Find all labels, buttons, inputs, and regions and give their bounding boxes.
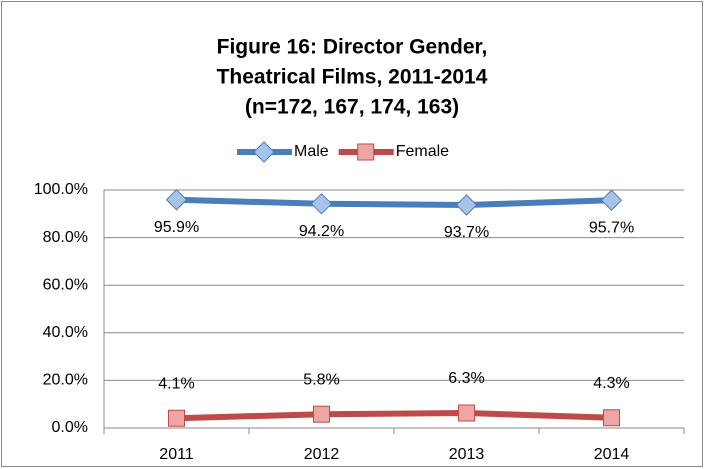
- data-point: [310, 193, 333, 215]
- x-tick-label: 2014: [594, 446, 630, 463]
- data-point: [313, 405, 330, 423]
- x-tick-label: 2013: [449, 446, 485, 463]
- x-tick-label: 2012: [304, 446, 340, 463]
- legend-label: Female: [396, 143, 449, 160]
- data-label: 4.3%: [593, 375, 629, 392]
- series-line: [176, 196, 612, 208]
- data-point: [600, 189, 623, 211]
- chart-title: Theatrical Films, 2011-2014: [217, 66, 488, 89]
- data-label: 5.8%: [303, 371, 339, 388]
- data-label: 95.7%: [589, 219, 634, 236]
- y-tick-label: 20.0%: [43, 372, 88, 389]
- data-label: 6.3%: [448, 370, 484, 387]
- data-point: [168, 409, 185, 427]
- y-tick-label: 0.0%: [52, 419, 88, 436]
- y-tick-label: 80.0%: [43, 229, 88, 246]
- data-point: [455, 194, 478, 216]
- chart-title: (n=172, 167, 174, 163): [245, 96, 459, 119]
- data-label: 4.1%: [158, 375, 194, 392]
- data-point: [165, 189, 188, 211]
- y-tick-label: 60.0%: [43, 276, 88, 293]
- data-point: [458, 404, 475, 422]
- data-label: 94.2%: [299, 223, 344, 240]
- series-line: [176, 410, 612, 422]
- x-tick-label: 2011: [159, 446, 194, 463]
- chart-title: Figure 16: Director Gender,: [217, 36, 488, 59]
- data-point: [603, 409, 620, 427]
- legend-marker: [253, 141, 275, 163]
- y-tick-label: 100.0%: [34, 181, 88, 198]
- data-label: 95.9%: [154, 219, 199, 236]
- y-tick-label: 40.0%: [43, 324, 88, 341]
- legend-label: Male: [294, 143, 329, 160]
- data-label: 93.7%: [444, 224, 489, 241]
- legend-marker: [357, 143, 375, 161]
